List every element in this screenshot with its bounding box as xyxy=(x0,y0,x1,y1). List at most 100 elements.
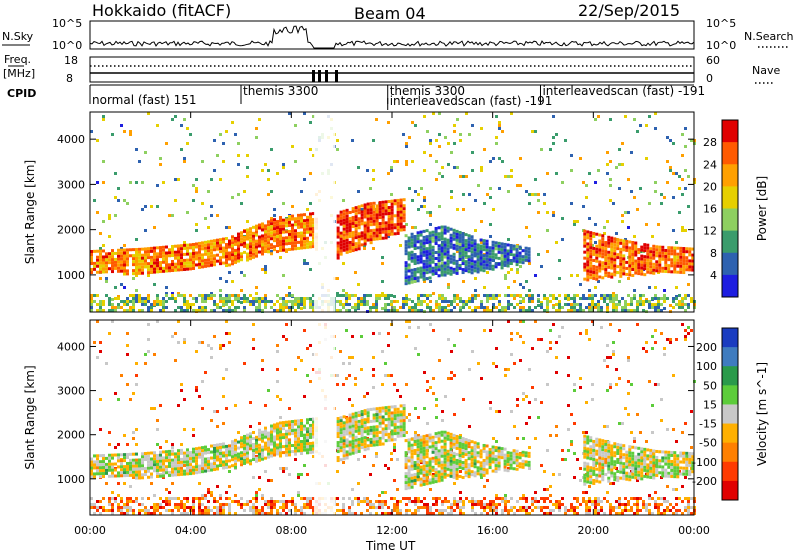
scatter-cell xyxy=(546,229,549,232)
scatter-cell xyxy=(582,181,585,184)
ground-scatter-cell xyxy=(537,500,540,503)
scatter-cell xyxy=(156,419,159,422)
echo-cell xyxy=(375,228,379,232)
echo-cell xyxy=(291,420,294,424)
echo-cell xyxy=(604,262,608,266)
echo-cell xyxy=(186,454,189,458)
echo-cell xyxy=(135,461,138,465)
scatter-cell xyxy=(582,205,585,208)
scatter-cell xyxy=(579,377,582,380)
scatter-cell xyxy=(498,127,501,130)
ground-scatter-cell xyxy=(426,509,429,512)
echo-cell xyxy=(467,237,471,241)
echo-cell xyxy=(168,251,171,255)
scatter-cell xyxy=(627,277,630,280)
scatter-cell xyxy=(588,289,591,292)
echo-cell xyxy=(649,253,653,257)
echo-cell xyxy=(667,246,671,250)
ground-scatter-cell xyxy=(468,300,471,303)
echo-cell xyxy=(425,229,429,233)
ground-scatter-cell xyxy=(546,512,549,515)
scatter-cell xyxy=(345,292,348,295)
echo-cell xyxy=(204,243,207,247)
echo-cell xyxy=(440,273,444,277)
scatter-cell xyxy=(654,112,657,115)
echo-cell xyxy=(231,235,234,239)
echo-cell xyxy=(342,218,346,222)
echo-cell xyxy=(631,255,635,259)
scatter-cell xyxy=(375,506,378,509)
echo-cell xyxy=(357,241,361,245)
ground-scatter-cell xyxy=(141,303,144,306)
echo-cell xyxy=(201,461,204,465)
echo-cell xyxy=(288,247,291,251)
echo-cell xyxy=(369,241,373,245)
ground-scatter-cell xyxy=(609,300,612,303)
scatter-cell xyxy=(675,241,678,244)
ground-scatter-cell xyxy=(432,512,435,515)
ground-scatter-cell xyxy=(504,497,507,500)
scatter-cell xyxy=(606,163,609,166)
echo-cell xyxy=(177,259,180,263)
ground-scatter-cell xyxy=(669,503,672,506)
ground-scatter-cell xyxy=(186,506,189,509)
echo-cell xyxy=(297,431,300,435)
echo-cell xyxy=(673,267,677,271)
scatter-cell xyxy=(456,506,459,509)
scatter-cell xyxy=(576,274,579,277)
scatter-cell xyxy=(564,139,567,142)
echo-cell xyxy=(132,467,135,471)
ground-scatter-cell xyxy=(507,512,510,515)
echo-cell xyxy=(264,447,267,451)
colorbar-swatch xyxy=(722,208,738,232)
echo-cell xyxy=(402,207,406,211)
ground-scatter-cell xyxy=(294,509,297,512)
freq-tick-bottom-left: 8 xyxy=(66,72,73,85)
echo-cell xyxy=(186,267,189,271)
echo-cell xyxy=(294,244,297,248)
echo-cell xyxy=(198,464,201,468)
echo-cell xyxy=(524,249,528,253)
scatter-cell xyxy=(222,142,225,145)
ground-scatter-cell xyxy=(90,306,93,309)
ground-scatter-cell xyxy=(456,303,459,306)
echo-cell xyxy=(186,460,189,464)
echo-cell xyxy=(437,247,441,251)
echo-cell xyxy=(467,261,471,265)
echo-cell xyxy=(210,444,213,448)
echo-cell xyxy=(108,465,111,469)
ground-scatter-cell xyxy=(459,497,462,500)
echo-cell xyxy=(147,256,150,260)
scatter-cell xyxy=(573,383,576,386)
echo-cell xyxy=(634,271,638,275)
echo-cell xyxy=(598,254,602,258)
ground-scatter-cell xyxy=(90,294,93,297)
ground-scatter-cell xyxy=(486,503,489,506)
echo-cell xyxy=(171,467,174,471)
echo-cell xyxy=(628,246,632,250)
echo-cell xyxy=(404,234,408,238)
ground-scatter-cell xyxy=(342,509,345,512)
echo-cell xyxy=(431,272,435,276)
echo-cell xyxy=(345,208,349,212)
echo-cell xyxy=(162,266,165,270)
ground-scatter-cell xyxy=(441,503,444,506)
scatter-cell xyxy=(480,241,483,244)
scatter-cell xyxy=(411,121,414,124)
ground-scatter-cell xyxy=(465,497,468,500)
ground-scatter-cell xyxy=(645,506,648,509)
echo-cell xyxy=(96,249,99,253)
echo-cell xyxy=(598,251,602,255)
scatter-cell xyxy=(651,347,654,350)
ground-scatter-cell xyxy=(159,497,162,500)
ground-scatter-cell xyxy=(165,306,168,309)
echo-cell xyxy=(195,447,198,451)
echo-cell xyxy=(135,256,138,260)
echo-cell xyxy=(390,208,394,212)
echo-cell xyxy=(384,209,388,213)
scatter-cell xyxy=(198,395,201,398)
echo-cell xyxy=(252,252,255,256)
echo-cell xyxy=(658,263,662,267)
echo-cell xyxy=(589,243,593,247)
scatter-cell xyxy=(582,491,585,494)
